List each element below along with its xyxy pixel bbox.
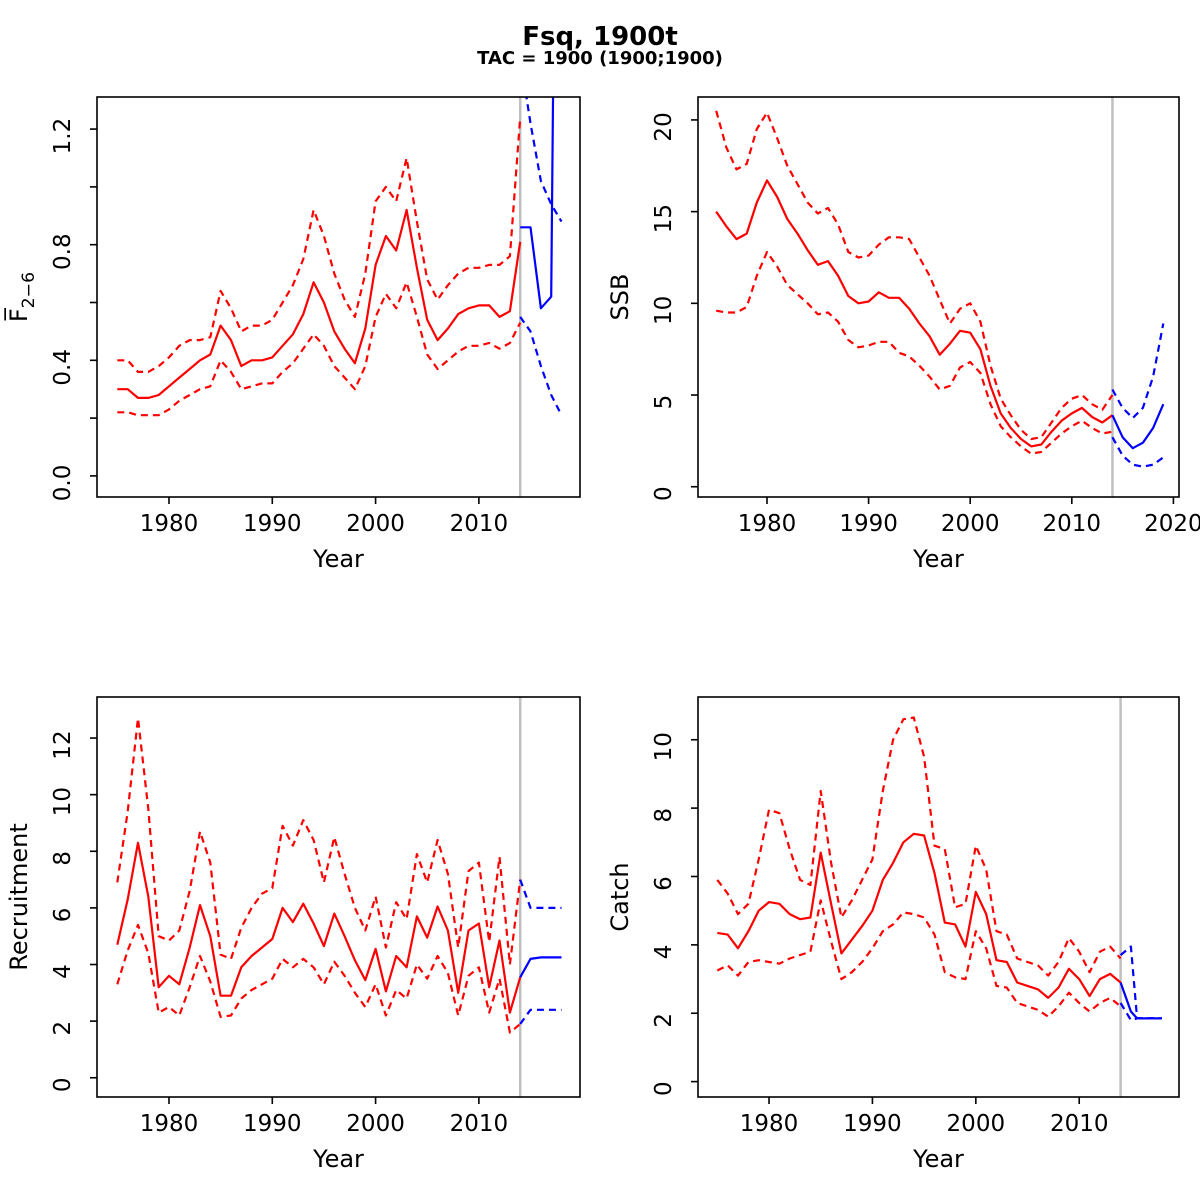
panel-f: 1980 1990 2000 2010 0.0 0.4 0.8 1.2 Year F̅2−6 [4, 96, 581, 573]
data-lines [715, 110, 1165, 468]
x-axis-title: Year [312, 545, 364, 573]
y-axis-title: Recruitment [5, 823, 33, 970]
x-tick-label: 1990 [243, 511, 302, 537]
ci-upper-history-line [716, 716, 1122, 977]
x-tick-label: 2000 [941, 511, 1000, 537]
y-tick-label: 0.8 [50, 233, 76, 270]
panel-ssb: 1980 1990 2000 2010 2020 0 5 10 15 20 Year SSB [606, 96, 1200, 573]
ci-upper-forecast-line [519, 879, 562, 910]
y-tick-label: 0 [651, 486, 677, 501]
ci-upper-history-line [116, 717, 522, 966]
ci-upper-forecast-line [1111, 323, 1165, 420]
x-tick-label: 1990 [843, 1111, 902, 1137]
median-forecast-line [520, 97, 555, 310]
y-axis-title-base: Recruitment [5, 823, 33, 970]
y-tick-label: 15 [651, 204, 677, 233]
y-tick-label: 2 [651, 1013, 677, 1028]
y-tick-label: 8 [651, 808, 677, 823]
y-axis-title-subscript: 2−6 [19, 272, 39, 308]
ci-lower-forecast-line [519, 316, 563, 416]
y-tick-label: 0 [50, 1077, 76, 1092]
ci-lower-history-line [716, 250, 1113, 455]
y-axis-title-base: SSB [606, 274, 634, 321]
ci-upper-history-line [715, 110, 1114, 441]
y-tick-label: 0 [651, 1081, 677, 1096]
ci-lower-history-line [716, 899, 1122, 1018]
median-history-line [715, 179, 1114, 448]
ci-upper-forecast-line [525, 97, 563, 223]
median-history-line [117, 208, 522, 399]
x-tick-label: 1980 [140, 1111, 199, 1137]
plot-box [96, 696, 581, 1098]
y-tick-label: 2 [50, 1021, 76, 1036]
y-tick-label: 12 [50, 730, 76, 759]
y-tick-label: 10 [651, 732, 677, 761]
x-tick-label: 2000 [346, 511, 405, 537]
plot-box [697, 696, 1180, 1098]
y-tick-label: 6 [50, 908, 76, 923]
plot-box [96, 96, 581, 498]
chart-title: Fsq, 1900t [522, 22, 678, 52]
x-tick-label: 2010 [1050, 1111, 1109, 1137]
y-tick-label: 1.2 [50, 118, 76, 155]
y-axis-title: Catch [606, 862, 634, 931]
y-axis-title-base: Catch [606, 862, 634, 931]
y-tick-label: 20 [651, 112, 677, 141]
x-axis-title: Year [912, 1145, 964, 1173]
chart-subtitle: TAC = 1900 (1900;1900) [477, 48, 723, 69]
data-lines [117, 97, 563, 417]
y-tick-label: 0.4 [50, 349, 76, 386]
ci-upper-forecast-line [1119, 945, 1162, 1020]
y-axis-title: SSB [606, 274, 634, 321]
ci-lower-forecast-line [519, 1008, 562, 1025]
y-tick-label: 6 [651, 876, 677, 891]
y-tick-label: 8 [50, 851, 76, 866]
x-tick-label: 2010 [450, 511, 509, 537]
x-tick-label: 1990 [243, 1111, 302, 1137]
median-history-line [116, 841, 522, 1014]
median-forecast-line [1119, 982, 1162, 1020]
median-forecast-line [1111, 403, 1165, 450]
x-tick-label: 1980 [738, 511, 797, 537]
x-axis-title: Year [912, 545, 964, 573]
ci-upper-history-line [117, 117, 522, 373]
y-tick-label: 4 [50, 964, 76, 979]
median-forecast-line [519, 956, 562, 978]
x-tick-label: 2010 [450, 1111, 509, 1137]
y-axis-title-base: F̅ [4, 307, 33, 322]
plot-box [697, 96, 1180, 498]
x-tick-label: 2010 [1043, 511, 1102, 537]
y-tick-label: 0.0 [50, 465, 76, 502]
median-history-line [717, 832, 1122, 1000]
ci-lower-forecast-line [1111, 436, 1164, 468]
ci-lower-history-line [116, 923, 521, 1034]
data-lines [116, 717, 562, 1034]
y-axis-title: F̅2−6 [4, 272, 39, 322]
x-tick-label: 2020 [1144, 511, 1200, 537]
x-tick-label: 2000 [947, 1111, 1006, 1137]
x-tick-label: 1980 [740, 1111, 799, 1137]
y-tick-label: 5 [651, 395, 677, 410]
panel-catch: 1980 1990 2000 2010 0 2 4 6 8 10 Year Catch [606, 696, 1180, 1173]
x-tick-label: 2000 [346, 1111, 405, 1137]
x-axis-title: Year [312, 1145, 364, 1173]
panel-recruitment: 1980 1990 2000 2010 0 2 4 6 8 10 12 Year Recruitment [5, 696, 581, 1173]
x-tick-label: 1980 [140, 511, 199, 537]
x-tick-label: 1990 [839, 511, 898, 537]
ci-lower-history-line [117, 281, 522, 417]
data-lines [716, 716, 1162, 1022]
y-tick-label: 4 [651, 945, 677, 960]
y-tick-label: 10 [651, 296, 677, 325]
y-tick-label: 10 [50, 787, 76, 816]
